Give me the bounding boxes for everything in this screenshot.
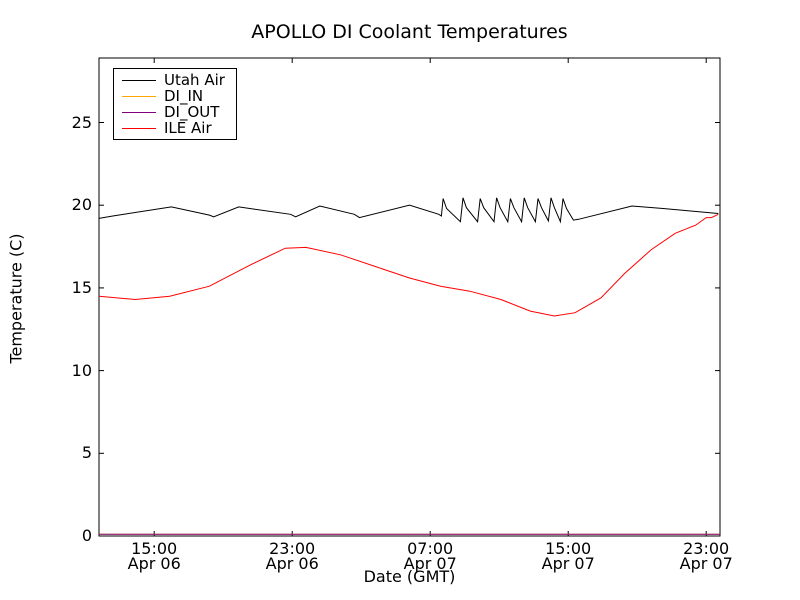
x-tick-label-2: 07:00 Apr 07: [403, 539, 457, 573]
y-tick-label-0: 0: [81, 526, 92, 545]
chart-title: APOLLO DI Coolant Temperatures: [251, 21, 568, 43]
legend-line-di-out-icon: [122, 111, 156, 113]
y-axis-label: Temperature (C): [6, 233, 26, 364]
legend-line-utah-air-icon: [122, 79, 156, 81]
legend-label-di-in: DI_IN: [164, 87, 204, 105]
legend-entry-ile-air: ILE Air: [122, 120, 228, 136]
legend: Utah Air DI_IN DI_OUT ILE Air: [113, 68, 237, 140]
x-axis-label: Date (GMT): [363, 567, 456, 586]
legend-entry-di-in: DI_IN: [122, 88, 228, 104]
y-tick-label-3: 15: [71, 277, 92, 297]
legend-label-ile-air: ILE Air: [164, 119, 212, 137]
x-tick-label-3: 15:00 Apr 07: [541, 539, 595, 573]
legend-label-utah-air: Utah Air: [164, 71, 225, 89]
y-tick-label-2: 10: [71, 360, 92, 380]
y-tick-label-1: 5: [81, 443, 92, 463]
legend-entry-utah-air: Utah Air: [122, 72, 228, 88]
x-tick-label-0: 15:00 Apr 06: [127, 539, 181, 573]
series-line-utah-air: [98, 197, 719, 224]
legend-line-di-in-icon: [122, 95, 156, 97]
series-line-ile-air: [98, 213, 719, 317]
x-tick-label-4: 23:00 Apr 07: [679, 539, 733, 573]
y-tick-label-4: 20: [71, 195, 92, 215]
legend-entry-di-out: DI_OUT: [122, 104, 228, 120]
legend-label-di-out: DI_OUT: [164, 103, 220, 121]
y-tick-label-5: 25: [71, 112, 92, 132]
x-tick-label-1: 23:00 Apr 06: [265, 539, 319, 573]
axes-frame: [98, 57, 721, 537]
legend-line-ile-air-icon: [122, 127, 156, 129]
